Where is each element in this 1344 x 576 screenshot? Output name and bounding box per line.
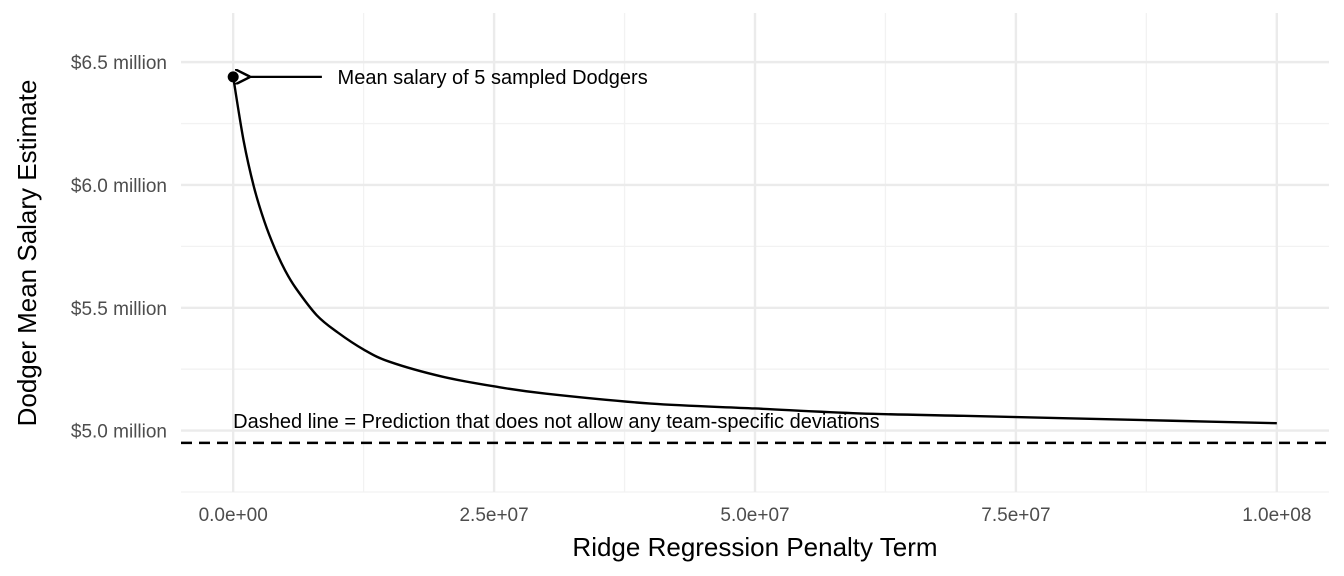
x-tick-label: 7.5e+07 xyxy=(981,505,1050,526)
y-tick-label: $5.5 million xyxy=(71,299,167,320)
grid xyxy=(181,13,1329,493)
y-tick-labels: $5.0 million $5.5 million $6.0 million $6.5… xyxy=(71,53,167,442)
mean-salary-annotation: Mean salary of 5 sampled Dodgers xyxy=(338,67,648,89)
dashed-line-annotation: Dashed line = Prediction that does not a… xyxy=(233,411,879,433)
x-tick-labels: 0.0e+00 2.5e+07 5.0e+07 7.5e+07 1.0e+08 xyxy=(199,505,1312,526)
y-tick-label: $6.0 million xyxy=(71,176,167,197)
x-tick-label: 2.5e+07 xyxy=(459,505,528,526)
sample-mean-point xyxy=(227,71,239,83)
annotation-layer: Mean salary of 5 sampled Dodgers Dashed l… xyxy=(233,67,879,433)
y-tick-label: $5.0 million xyxy=(71,422,167,443)
x-axis-title: Ridge Regression Penalty Term xyxy=(572,532,937,562)
x-tick-label: 5.0e+07 xyxy=(720,505,789,526)
y-axis-title: Dodger Mean Salary Estimate xyxy=(12,80,42,427)
x-tick-label: 0.0e+00 xyxy=(199,505,268,526)
x-tick-label: 1.0e+08 xyxy=(1242,505,1311,526)
y-tick-label: $6.5 million xyxy=(71,53,167,74)
salary-estimate-line xyxy=(231,76,1277,425)
